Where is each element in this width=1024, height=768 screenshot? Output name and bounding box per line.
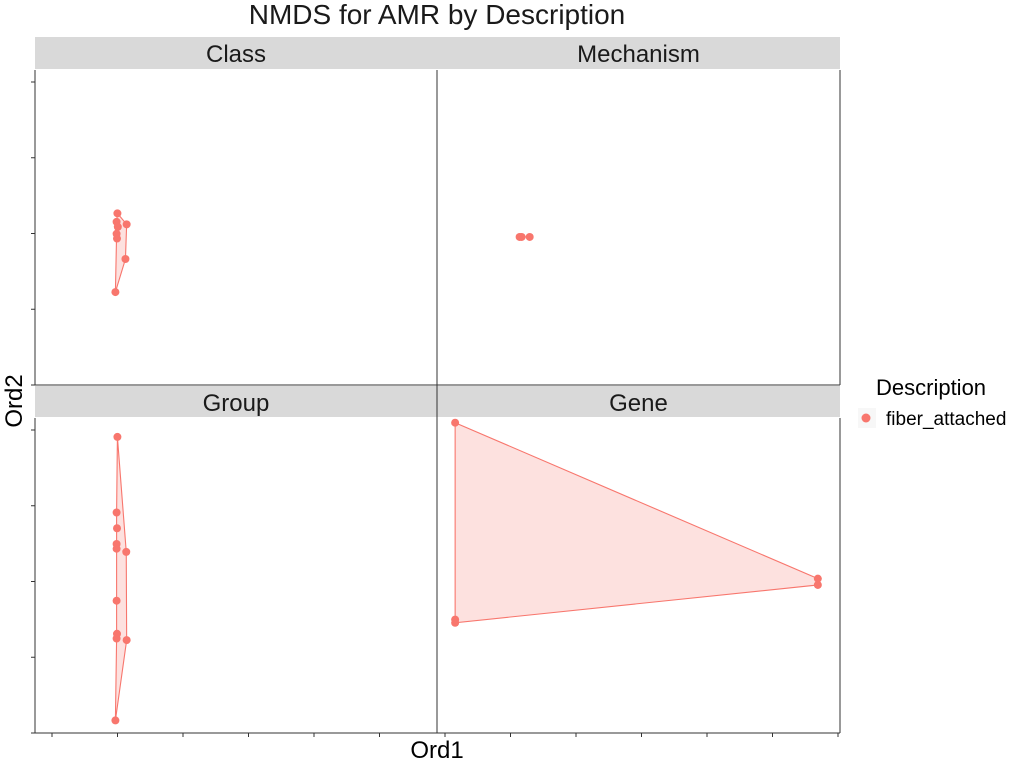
data-point-mechanism-3: [517, 232, 526, 241]
data-point-group-9: [112, 634, 121, 643]
data-point-group-2: [112, 508, 121, 517]
facet-strip: [437, 37, 840, 69]
data-point-group-5: [112, 544, 121, 553]
data-point-class-7: [121, 255, 130, 263]
facet-panel-class: Class: [31, 37, 437, 386]
facet-strip: [437, 386, 840, 417]
data-point-class-8: [111, 288, 120, 297]
hull-polygon: [114, 436, 128, 721]
data-point-group-11: [111, 716, 120, 725]
data-point-gene-3: [813, 580, 822, 589]
data-point-mechanism-2: [525, 232, 534, 241]
facet-strip-label: Mechanism: [577, 41, 700, 68]
data-point-gene-5: [451, 615, 460, 624]
data-point-group-10: [122, 636, 131, 645]
facet-strip-label: Gene: [609, 390, 668, 417]
data-point-class-5: [122, 220, 131, 229]
panel-background: [437, 70, 840, 385]
data-point-class-1: [113, 209, 122, 218]
legend-label-fiber-attached: fiber_attached: [886, 409, 1006, 430]
facet-strip: [35, 37, 437, 69]
chart-title: NMDS for AMR by Description: [249, 0, 626, 30]
data-point-class-6: [112, 229, 121, 238]
data-point-group-3: [113, 524, 122, 533]
facet-panels: Class Mechanism Group Gene: [31, 37, 841, 737]
data-point-gene-1: [451, 418, 460, 427]
panel-background: [35, 418, 437, 733]
panel-background: [437, 418, 840, 733]
data-point-group-6: [122, 547, 131, 556]
legend: Description fiber_attached: [858, 375, 1006, 430]
facet-strip-label: Class: [206, 41, 266, 68]
x-axis-title: Ord1: [410, 737, 463, 764]
facet-strip: [35, 386, 437, 417]
panel-background: [35, 70, 437, 385]
facet-panel-gene: Gene: [437, 386, 841, 733]
facet-panel-group: Group: [31, 386, 437, 734]
data-point-group-7: [112, 596, 121, 605]
data-point-class-3: [113, 222, 122, 231]
legend-key-dot: [861, 413, 871, 423]
legend-title: Description: [876, 375, 986, 400]
facet-strip-label: Group: [203, 390, 270, 417]
data-point-gene-2: [813, 574, 822, 583]
data-point-group-1: [113, 432, 122, 441]
facet-panel-mechanism: Mechanism: [437, 37, 841, 385]
y-axis-title: Ord2: [1, 374, 28, 427]
